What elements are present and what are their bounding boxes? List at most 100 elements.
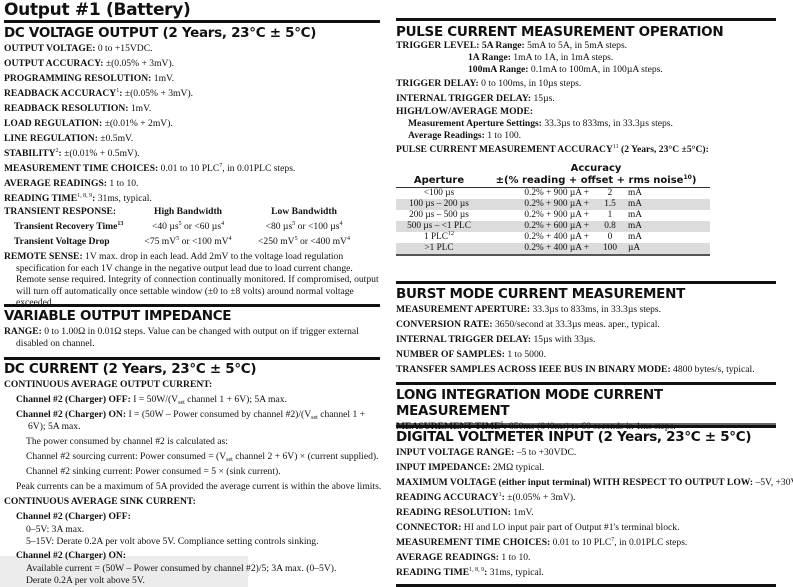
spec-label: READING RESOLUTION:: [396, 507, 511, 518]
section-dc-current: DC CURRENT (2 Years, 23°C ± 5°C) CONTINUO…: [4, 361, 381, 587]
section-long-integration: LONG INTEGRATION MODE CURRENT MEASUREMEN…: [396, 387, 776, 434]
spec-label: CONVERSION RATE:: [396, 319, 493, 330]
spec-line: CONNECTOR: HI and LO input pair part of …: [396, 520, 776, 535]
spec-value: ±(0.05% + 3mV).: [504, 492, 576, 503]
aperture-value: 200 µs – 500 µs: [409, 210, 469, 220]
spec-label: OUTPUT VOLTAGE:: [4, 43, 96, 54]
transient-row-name: Transient Recovery Time13: [4, 219, 132, 234]
spec-line: TRIGGER DELAY: 0 to 100ms, in 10µs steps…: [396, 76, 776, 91]
spec-label: STABILITY: [4, 148, 56, 159]
spec-label: REMOTE SENSE:: [4, 251, 83, 262]
spec-value: HI and LO input pair part of Output #1's…: [461, 522, 680, 533]
spec-line: 0–5V: 3A max.: [4, 524, 380, 536]
accuracy-cell: mA: [628, 221, 642, 231]
spec-value: <250 mV: [258, 236, 295, 247]
spec-value: 33.3µs to 833ms, in 33.3µs steps.: [541, 118, 673, 129]
aperture-cell: >1 PLC: [396, 243, 482, 255]
aperture-cell: 1 PLC12: [396, 231, 482, 243]
spec-label: TRIGGER DELAY:: [396, 78, 479, 89]
spec-value: 5mA to 5A, in 5mA steps.: [524, 40, 628, 51]
spec-value: The power consumed by channel #2 is calc…: [26, 436, 228, 448]
footnote-ref: 4: [339, 221, 343, 227]
low-bandwidth-value: <250 mV5 or <400 mV4: [244, 234, 364, 249]
spec-label: READBACK ACCURACY: [4, 88, 117, 99]
divider: [396, 382, 776, 385]
accuracy-cell: 0.2% + 400 µA +: [524, 243, 589, 253]
transient-row: Transient Recovery Time13 <40 µs5 or <60 …: [4, 219, 380, 234]
footnote-ref: 5: [176, 236, 180, 242]
spec-label: :: [484, 567, 488, 578]
spec-label: 100mA Range:: [468, 64, 529, 75]
high-bandwidth-value: <75 mV5 or <100 mV4: [132, 234, 244, 249]
footnote-ref: 4: [221, 221, 225, 227]
transient-label: TRANSIENT RESPONSE:: [4, 206, 117, 217]
remote-sense: REMOTE SENSE: 1V max. drop in each lead.…: [4, 251, 380, 309]
spec-line: READING ACCURACY1: ±(0.05% + 3mV).: [396, 490, 776, 505]
spec-label: MEASUREMENT TIME CHOICES:: [4, 163, 159, 174]
spec-value: 2MΩ typical.: [490, 462, 545, 473]
spec-line: TRIGGER LEVEL: 5A Range: 5mA to 5A, in 5…: [396, 40, 776, 52]
spec-value: I = 50W/(V: [130, 394, 179, 405]
header-accuracy-title: Accuracy: [570, 163, 622, 174]
aperture-value: >1 PLC: [424, 243, 454, 253]
spec-line: Channel #2 sourcing current: Power consu…: [4, 449, 380, 464]
low-bandwidth-value: <80 µs5 or <100 µs4: [244, 219, 364, 234]
footnote-ref: 7: [219, 163, 223, 169]
section-heading: PULSE CURRENT MEASUREMENT OPERATION: [396, 24, 724, 40]
section-heading: DIGITAL VOLTMETER INPUT (2 Years, 23°C ±…: [396, 429, 752, 445]
spec-value: ±0.5mV.: [97, 133, 134, 144]
spec-label: CONTINUOUS AVERAGE SINK CURRENT:: [4, 496, 196, 508]
spec-value: , in 0.01PLC steps.: [614, 537, 688, 548]
aperture-cell: 200 µs – 500 µs: [396, 210, 482, 221]
spec-value: 0–5V: 3A max.: [26, 524, 85, 536]
spec-label: READING TIME: [396, 567, 470, 578]
spec-line: Peak currents can be a maximum of 5A pro…: [4, 479, 381, 494]
table-row: 1 PLC12 0.2% + 400 µA + 0 mA: [396, 231, 710, 243]
divider: [396, 584, 776, 587]
transient-row-name: Transient Voltage Drop: [4, 234, 132, 249]
spec-line: CONTINUOUS AVERAGE OUTPUT CURRENT:: [4, 377, 380, 392]
spec-line: Channel #2 (Charger) ON:: [4, 548, 380, 563]
spec-value: 0.01 to 10 PLC: [550, 537, 612, 548]
spec-line: Channel #2 (Charger) OFF:: [4, 509, 380, 524]
accuracy-cell: 1.5: [604, 199, 616, 209]
divider: [4, 20, 380, 23]
aperture-value: <100 µs: [423, 188, 455, 198]
aperture-cell: 100 µs – 200 µs: [396, 199, 482, 210]
spec-label: INTERNAL TRIGGER DELAY:: [396, 93, 532, 104]
spec-line: RANGE: 0 to 1.00Ω in 0.01Ω steps. Value …: [4, 326, 380, 349]
spec-line: INPUT VOLTAGE RANGE: –5 to +30VDC.: [396, 445, 776, 460]
spec-line: MAXIMUM VOLTAGE (either input terminal) …: [396, 475, 793, 490]
spec-line: READING RESOLUTION: 1mV.: [396, 505, 776, 520]
table-row: 500 µs – <1 PLC 0.2% + 600 µA + 0.8 mA: [396, 221, 710, 232]
spec-value: 0 to 1.00Ω in 0.01Ω steps. Value can be …: [16, 326, 359, 349]
spec-label: :: [92, 193, 96, 204]
spec-line: MEASUREMENT TIME CHOICES: 0.01 to 10 PLC…: [4, 161, 380, 176]
spec-value: 0 to 100ms, in 10µs steps.: [478, 78, 582, 89]
row-name: Transient Recovery Time: [14, 221, 118, 232]
spec-value: channel 1 + 6V); 5A max.: [28, 409, 366, 432]
spec-label: Measurement Aperture Settings:: [408, 118, 542, 129]
footnote-ref: 4: [228, 236, 232, 242]
footnote-ref: 1, 8, 9: [469, 567, 485, 573]
table-row: >1 PLC 0.2% + 400 µA + 100 µA: [396, 243, 710, 255]
spec-value: channel 2 + 6V) × (current supplied).: [232, 451, 379, 463]
spec-value: 1mV.: [510, 507, 534, 518]
section-heading: DC VOLTAGE OUTPUT (2 Years, 23°C ± 5°C): [4, 25, 317, 41]
section-variable-output-impedance: VARIABLE OUTPUT IMPEDANCE RANGE: 0 to 1.0…: [4, 308, 380, 351]
spec-value: 1mV.: [128, 103, 152, 114]
spec-line: The power consumed by channel #2 is calc…: [4, 434, 380, 449]
spec-line: 5–15V: Derate 0.2A per volt above 5V. Co…: [4, 536, 380, 548]
spec-label: HIGH/LOW/AVERAGE MODE:: [396, 106, 534, 117]
spec-value: 1 to 5000.: [504, 349, 546, 360]
spec-label: :: [58, 148, 62, 159]
spec-label: PULSE CURRENT MEASUREMENT ACCURACY: [396, 144, 613, 155]
spec-line: READING TIME1, 8, 9: 31ms, typical.: [4, 191, 380, 206]
spec-label: READBACK RESOLUTION:: [4, 103, 129, 114]
spec-value: ±(0.05% + 3mV).: [103, 58, 175, 69]
spec-label: AVERAGE READINGS:: [396, 552, 499, 563]
spec-value: I = (50W – Power consumed by channel #2)…: [126, 409, 312, 420]
footnote-ref: 12: [448, 231, 455, 237]
spec-label: INTERNAL TRIGGER DELAY:: [396, 334, 532, 345]
footnote-ref: 5: [178, 221, 182, 227]
